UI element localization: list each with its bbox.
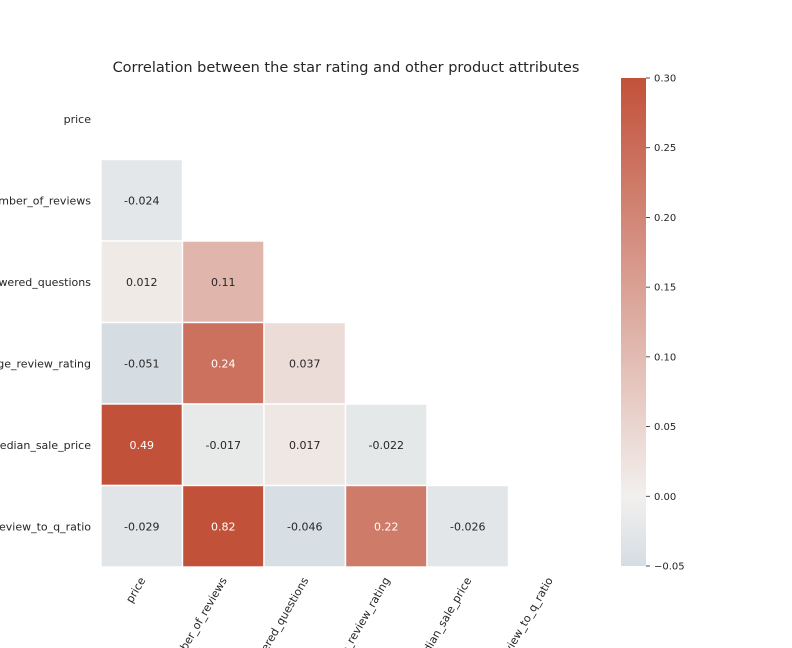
y-tick-label: edian_sale_price [0, 439, 91, 452]
y-tick-label: mber_of_reviews [0, 194, 91, 207]
colorbar-tick-label: 0.25 [654, 143, 676, 154]
x-tick-label: view_to_q_ratio [502, 575, 556, 648]
x-tick-label: e_review_rating [338, 575, 393, 648]
colorbar [621, 78, 646, 566]
cell-value-label: -0.017 [206, 439, 241, 452]
cell-value-label: 0.24 [211, 357, 236, 370]
cell-value-label: -0.026 [450, 520, 485, 533]
cell-value-label: 0.49 [130, 439, 155, 452]
x-tick-label: dian_sale_price [421, 575, 475, 648]
y-tick-label: ge_review_rating [0, 357, 91, 370]
cell-value-label: -0.024 [124, 194, 159, 207]
heatmap-cell [426, 484, 510, 568]
y-tick-label: wered_questions [0, 276, 91, 289]
colorbar-tick-label: 0.30 [654, 74, 676, 85]
heatmap-cell [181, 240, 265, 324]
heatmap-cells [100, 158, 510, 568]
cell-value-label: 0.017 [289, 439, 321, 452]
heatmap-cell [263, 321, 347, 405]
heatmap-cell [181, 403, 265, 487]
heatmap-cell [263, 484, 347, 568]
x-axis-tick-labels: price mber_of_reviews ered_questions e_revi… [123, 575, 556, 648]
chart-title: Correlation between the star rating and … [113, 60, 580, 76]
cell-value-label: 0.22 [374, 520, 399, 533]
heatmap-cell-labels: -0.024 0.012 0.11 -0.051 0.24 0.037 0.49 -0.017… [124, 194, 485, 533]
x-tick-label: price [123, 575, 148, 605]
colorbar-ticks: 0.30 0.25 0.20 0.15 0.10 0.05 0.00 −0.05 [646, 74, 685, 573]
colorbar-tick-label: −0.05 [654, 562, 685, 573]
y-axis-tick-labels: price mber_of_reviews wered_questions ge_re… [0, 113, 91, 534]
colorbar-tick-label: 0.10 [654, 352, 676, 363]
heatmap-cell [344, 484, 428, 568]
cell-value-label: -0.046 [287, 520, 322, 533]
colorbar-tick-label: 0.00 [654, 492, 676, 503]
cell-value-label: 0.11 [211, 276, 236, 289]
heatmap-cell [100, 158, 184, 242]
colorbar-tick-label: 0.15 [654, 283, 676, 294]
x-tick-label: ered_questions [258, 575, 311, 648]
cell-value-label: -0.029 [124, 520, 159, 533]
heatmap-cell [100, 240, 184, 324]
x-tick-label: mber_of_reviews [172, 575, 230, 648]
cell-value-label: 0.037 [289, 357, 321, 370]
heatmap-cell [344, 403, 428, 487]
cell-value-label: -0.022 [369, 439, 404, 452]
y-tick-label: review_to_q_ratio [0, 520, 91, 533]
colorbar-tick-label: 0.05 [654, 422, 676, 433]
cell-value-label: 0.012 [126, 276, 158, 289]
colorbar-tick-label: 0.20 [654, 213, 676, 224]
cell-value-label: -0.051 [124, 357, 159, 370]
heatmap-cell [181, 484, 265, 568]
y-tick-label: price [64, 113, 92, 126]
cell-value-label: 0.82 [211, 520, 236, 533]
